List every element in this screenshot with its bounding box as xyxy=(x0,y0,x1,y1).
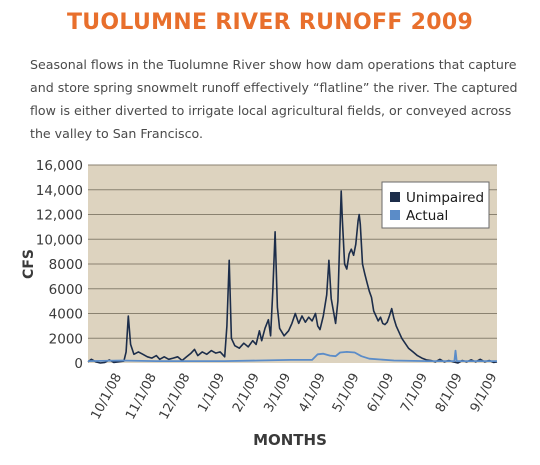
legend-swatch-unimpaired xyxy=(390,192,400,202)
y-tick-label: 16,000 xyxy=(36,158,83,174)
x-tick-label: 10/1/08 xyxy=(88,371,125,422)
y-tick-label: 6000 xyxy=(49,282,83,298)
runoff-chart: 0 2000 4000 6000 8000 10,000 12,000 14,000 16,00… xyxy=(21,158,501,449)
y-tick-label: 14,000 xyxy=(36,183,83,199)
series-line-unimpaired xyxy=(87,190,498,364)
page-description: Seasonal flows in the Tuolumne River sho… xyxy=(30,57,518,141)
x-tick-label: 6/1/09 xyxy=(365,371,398,415)
y-tick-label: 12,000 xyxy=(36,208,83,224)
x-tick-label: 5/1/09 xyxy=(330,371,363,415)
legend-label-unimpaired: Unimpaired xyxy=(406,190,484,206)
x-tick-label: 8/1/09 xyxy=(433,371,466,415)
x-tick-label: 7/1/09 xyxy=(398,371,431,415)
series-line-actual xyxy=(87,349,497,363)
legend-label-actual: Actual xyxy=(406,208,448,224)
y-axis-label: CFS xyxy=(21,249,37,279)
y-tick-label: 8000 xyxy=(49,257,83,273)
y-tick-label: 0 xyxy=(74,356,83,372)
y-tick-label: 2000 xyxy=(49,331,83,347)
x-tick-label: 11/1/08 xyxy=(123,371,160,422)
legend-swatch-actual xyxy=(390,210,400,220)
y-tick-label: 4000 xyxy=(49,307,83,323)
x-tick-label: 9/1/09 xyxy=(468,371,501,415)
page-title: TUOLUMNE RIVER RUNOFF 2009 xyxy=(66,10,474,35)
x-tick-label: 3/1/09 xyxy=(261,371,294,415)
x-tick-label: 12/1/08 xyxy=(157,371,194,422)
x-tick-label: 1/1/09 xyxy=(195,371,228,415)
legend-box xyxy=(381,181,490,229)
x-axis-label: MONTHS xyxy=(253,431,327,449)
x-tick-label: 2/1/09 xyxy=(230,371,263,415)
x-tick-label: 4/1/09 xyxy=(296,371,329,415)
y-tick-label: 10,000 xyxy=(36,232,83,248)
